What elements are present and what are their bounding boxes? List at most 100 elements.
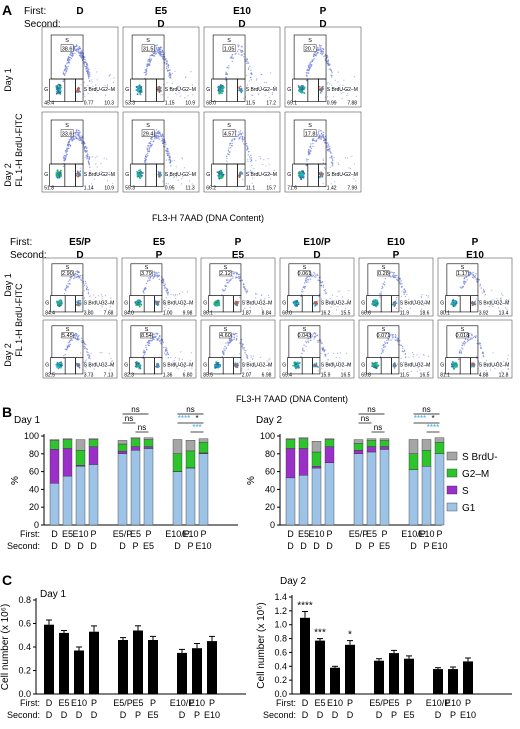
- flow-event: [191, 84, 193, 86]
- flow-event: [325, 292, 327, 295]
- flow-event: [80, 84, 82, 86]
- flow-event: [77, 365, 80, 368]
- gate-s-label: S: [224, 265, 228, 271]
- flow-event: [192, 94, 194, 96]
- flow-event: [231, 271, 233, 273]
- flow-event: [246, 355, 248, 358]
- flow-event: [471, 334, 473, 336]
- flow-event: [386, 342, 388, 344]
- gate-brdu-value: 0.77: [84, 101, 94, 107]
- gate-g2m-value: 18.6: [420, 310, 430, 316]
- flow-event: [169, 73, 171, 75]
- flow-event: [166, 60, 168, 62]
- flow-event: [314, 53, 316, 55]
- flow-event: [95, 163, 97, 165]
- flow-event: [460, 287, 462, 289]
- flow-event: [307, 340, 309, 342]
- flow-event: [169, 156, 171, 158]
- bar-segment-g2-m: [298, 438, 309, 449]
- gate-g1-value: 82.3: [124, 372, 134, 378]
- flow-event: [87, 293, 90, 295]
- flow-event: [231, 138, 233, 141]
- flow-event: [85, 282, 87, 285]
- first-row-label-2: First:: [10, 237, 32, 248]
- flow-event: [238, 131, 240, 133]
- x-tick-label-first: P: [406, 698, 412, 708]
- flow-event: [404, 353, 407, 355]
- flow-event: [73, 47, 75, 49]
- flow-event: [403, 288, 405, 290]
- gate-g2m-value: 16.5: [341, 372, 351, 378]
- flow-event: [234, 333, 236, 336]
- flow-plot-frame: [284, 111, 362, 193]
- gate-s-value: 0.071: [377, 333, 391, 339]
- flow-event: [154, 53, 157, 55]
- flow-event: [303, 92, 306, 95]
- y-tick-label: 0.6: [18, 619, 31, 629]
- flow-event: [324, 141, 326, 144]
- flow-event: [167, 294, 169, 296]
- flow-event: [224, 288, 227, 290]
- flow-event: [86, 351, 88, 353]
- flow-event: [188, 171, 191, 173]
- flow-event: [250, 355, 252, 357]
- flow-event: [251, 358, 253, 360]
- flow-event: [68, 139, 70, 141]
- flow-event: [236, 335, 238, 337]
- gate-s-value: 17.8: [305, 132, 316, 138]
- chart-title: Day 1: [40, 589, 67, 600]
- flow-event: [94, 296, 97, 299]
- gate-g1-value: 84.4: [45, 310, 55, 316]
- flow-event: [142, 351, 144, 353]
- flow-event: [83, 298, 85, 300]
- flow-event: [236, 364, 239, 367]
- gate-g1-label: G: [282, 362, 286, 368]
- flow-event: [166, 62, 168, 64]
- flow-event: [242, 283, 245, 286]
- flow-event: [491, 289, 493, 291]
- flow-event: [171, 90, 173, 92]
- x-tick-label-second: D: [174, 541, 181, 551]
- x-tick-label-first: E5/P: [113, 698, 133, 708]
- flow-event: [235, 363, 237, 365]
- flow-event: [349, 168, 351, 170]
- flow-event: [170, 174, 172, 177]
- flow-event: [476, 358, 478, 360]
- flow-event: [306, 160, 308, 162]
- flow-event: [320, 45, 322, 47]
- first-row-label: First:: [24, 6, 46, 17]
- flow-event: [174, 294, 177, 296]
- flow-event: [235, 303, 238, 305]
- flow-event: [167, 183, 169, 185]
- flow-event: [166, 152, 168, 155]
- flow-event: [79, 174, 81, 177]
- flow-event: [309, 339, 311, 341]
- gate-s-label: S: [146, 38, 150, 44]
- x-tick-label-first: D: [51, 529, 58, 539]
- flow-event: [309, 278, 312, 280]
- flow-event: [75, 49, 77, 51]
- x-tick-label-second: P: [391, 710, 397, 720]
- gate-g1-value: 66.0: [282, 310, 292, 316]
- flow-event: [320, 52, 322, 55]
- gate-s-label: S: [382, 327, 386, 333]
- flow-event: [146, 73, 148, 75]
- bar-segment-s: [366, 446, 377, 453]
- flow-event: [324, 167, 326, 169]
- flow-event: [264, 89, 267, 91]
- x-tick-label-second: P: [368, 541, 374, 551]
- flow-event: [145, 153, 147, 156]
- flow-event: [307, 64, 310, 67]
- flow-event: [79, 53, 81, 55]
- flow-event: [326, 62, 328, 65]
- bar: [404, 658, 414, 694]
- flow-event: [249, 306, 251, 308]
- flow-event: [159, 87, 161, 89]
- column-first-label: E5/P: [69, 237, 91, 248]
- flow-event: [157, 137, 159, 140]
- flow-event: [166, 154, 169, 157]
- flow-event: [254, 87, 256, 89]
- flow-event: [395, 307, 397, 309]
- gate-brdu-value: 3.80: [84, 310, 94, 316]
